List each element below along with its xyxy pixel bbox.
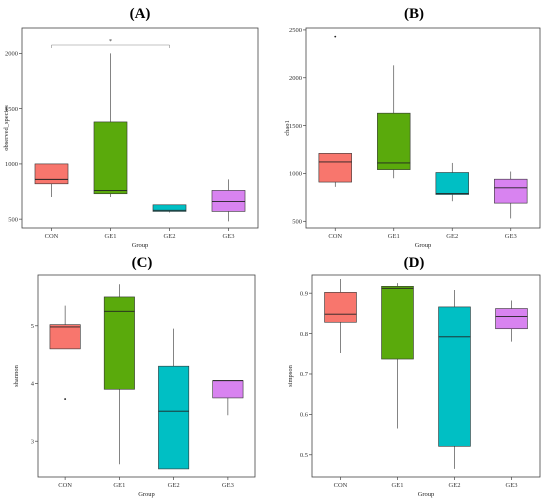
box-ge3 bbox=[495, 300, 528, 342]
box-body bbox=[93, 121, 128, 195]
box-ge3 bbox=[211, 179, 246, 222]
panel-label: (D) bbox=[404, 255, 425, 271]
y-tick-label: 5 bbox=[31, 323, 34, 330]
x-tick-label: CON bbox=[58, 482, 72, 489]
x-tick-label: CON bbox=[45, 233, 59, 240]
plot-frame bbox=[37, 274, 256, 478]
box-ge2 bbox=[152, 204, 187, 213]
chart-panel-1: (A) 500 1000 1500 2000 observed_species CON GE1… bbox=[3, 6, 259, 249]
chart-panel-4: (D) 0.5 0.6 0.7 0.8 0.9 simpson CON GE1 GE2 GE3 Gro… bbox=[287, 255, 541, 498]
panel-label: (B) bbox=[404, 6, 424, 22]
box-ge2 bbox=[438, 289, 471, 469]
panel-label: (A) bbox=[130, 6, 151, 22]
box-body bbox=[494, 178, 528, 204]
y-axis-title: chao1 bbox=[284, 120, 291, 136]
outlier-point bbox=[334, 35, 337, 38]
y-tick-label: 0.6 bbox=[300, 412, 309, 419]
box-body bbox=[49, 324, 81, 350]
x-tick-label: CON bbox=[328, 233, 342, 240]
box-body bbox=[103, 296, 135, 390]
x-tick-label: GE2 bbox=[449, 482, 461, 489]
box-body bbox=[318, 153, 352, 183]
y-tick-label: 1500 bbox=[289, 123, 302, 130]
x-tick-label: GE1 bbox=[392, 482, 404, 489]
y-tick-label: 0.8 bbox=[300, 331, 308, 338]
x-tick-label: GE2 bbox=[168, 482, 180, 489]
x-axis-title: Group bbox=[415, 242, 432, 249]
y-tick-label: 1000 bbox=[289, 171, 302, 178]
box-ge2 bbox=[158, 328, 190, 470]
chart-panel-2: (B) 500 1000 1500 2000 2500 chao1 CON GE1 GE2 GE3 G… bbox=[284, 6, 541, 249]
x-tick-label: GE1 bbox=[113, 482, 125, 489]
box-body bbox=[158, 365, 190, 470]
y-tick-label: 1000 bbox=[5, 161, 18, 168]
box-ge1 bbox=[93, 53, 128, 198]
x-tick-label: GE3 bbox=[223, 233, 235, 240]
box-body bbox=[495, 308, 528, 330]
box-body bbox=[324, 292, 357, 323]
box-con bbox=[324, 279, 357, 353]
x-tick-label: GE3 bbox=[222, 482, 234, 489]
box-body bbox=[212, 380, 244, 399]
y-tick-label: 2500 bbox=[289, 27, 302, 34]
y-tick-label: 0.5 bbox=[300, 452, 308, 459]
outlier-point bbox=[64, 398, 67, 400]
box-body bbox=[438, 306, 471, 447]
y-tick-label: 0.9 bbox=[300, 290, 308, 297]
box-ge1 bbox=[377, 65, 411, 179]
box-ge3 bbox=[212, 380, 244, 416]
y-tick-label: 500 bbox=[8, 216, 18, 223]
y-axis-title: observed_species bbox=[3, 105, 10, 151]
box-body bbox=[377, 112, 411, 170]
box-con bbox=[49, 305, 81, 400]
box-body bbox=[381, 286, 414, 360]
y-axis-title: shannon bbox=[13, 364, 20, 386]
significance-bracket: * bbox=[51, 39, 170, 48]
box-body bbox=[211, 190, 246, 212]
x-axis-title: Group bbox=[138, 491, 155, 498]
y-tick-label: 3 bbox=[31, 438, 34, 445]
x-tick-label: GE1 bbox=[105, 233, 117, 240]
panel-label: (C) bbox=[132, 255, 153, 271]
y-tick-label: 4 bbox=[31, 381, 35, 388]
plot-frame bbox=[311, 274, 541, 478]
x-tick-label: GE3 bbox=[505, 233, 517, 240]
box-ge1 bbox=[103, 284, 135, 465]
plot-frame bbox=[305, 27, 541, 229]
x-tick-label: GE2 bbox=[446, 233, 458, 240]
y-tick-label: 2000 bbox=[5, 51, 18, 58]
box-ge2 bbox=[435, 162, 469, 202]
x-tick-label: GE2 bbox=[164, 233, 176, 240]
x-axis-title: Group bbox=[132, 242, 149, 249]
box-body bbox=[34, 163, 69, 185]
chart-panel-3: (C) 3 4 5 shannon CON GE1 GE2 GE3 Group bbox=[13, 255, 256, 498]
box-ge3 bbox=[494, 171, 528, 219]
y-axis-title: simpson bbox=[287, 364, 294, 386]
y-tick-label: 500 bbox=[292, 219, 302, 226]
y-tick-label: 0.7 bbox=[300, 371, 309, 378]
box-con bbox=[34, 163, 69, 198]
box-con bbox=[318, 35, 352, 187]
x-tick-label: GE3 bbox=[506, 482, 518, 489]
plot-frame bbox=[21, 27, 259, 229]
significance-label: * bbox=[109, 39, 112, 45]
x-axis-title: Group bbox=[418, 491, 435, 498]
x-tick-label: CON bbox=[334, 482, 348, 489]
y-tick-label: 2000 bbox=[289, 75, 302, 82]
x-tick-label: GE1 bbox=[388, 233, 400, 240]
y-tick-label: 1500 bbox=[5, 106, 18, 113]
box-ge1 bbox=[381, 283, 414, 429]
box-body bbox=[152, 204, 187, 212]
box-body bbox=[435, 172, 469, 195]
